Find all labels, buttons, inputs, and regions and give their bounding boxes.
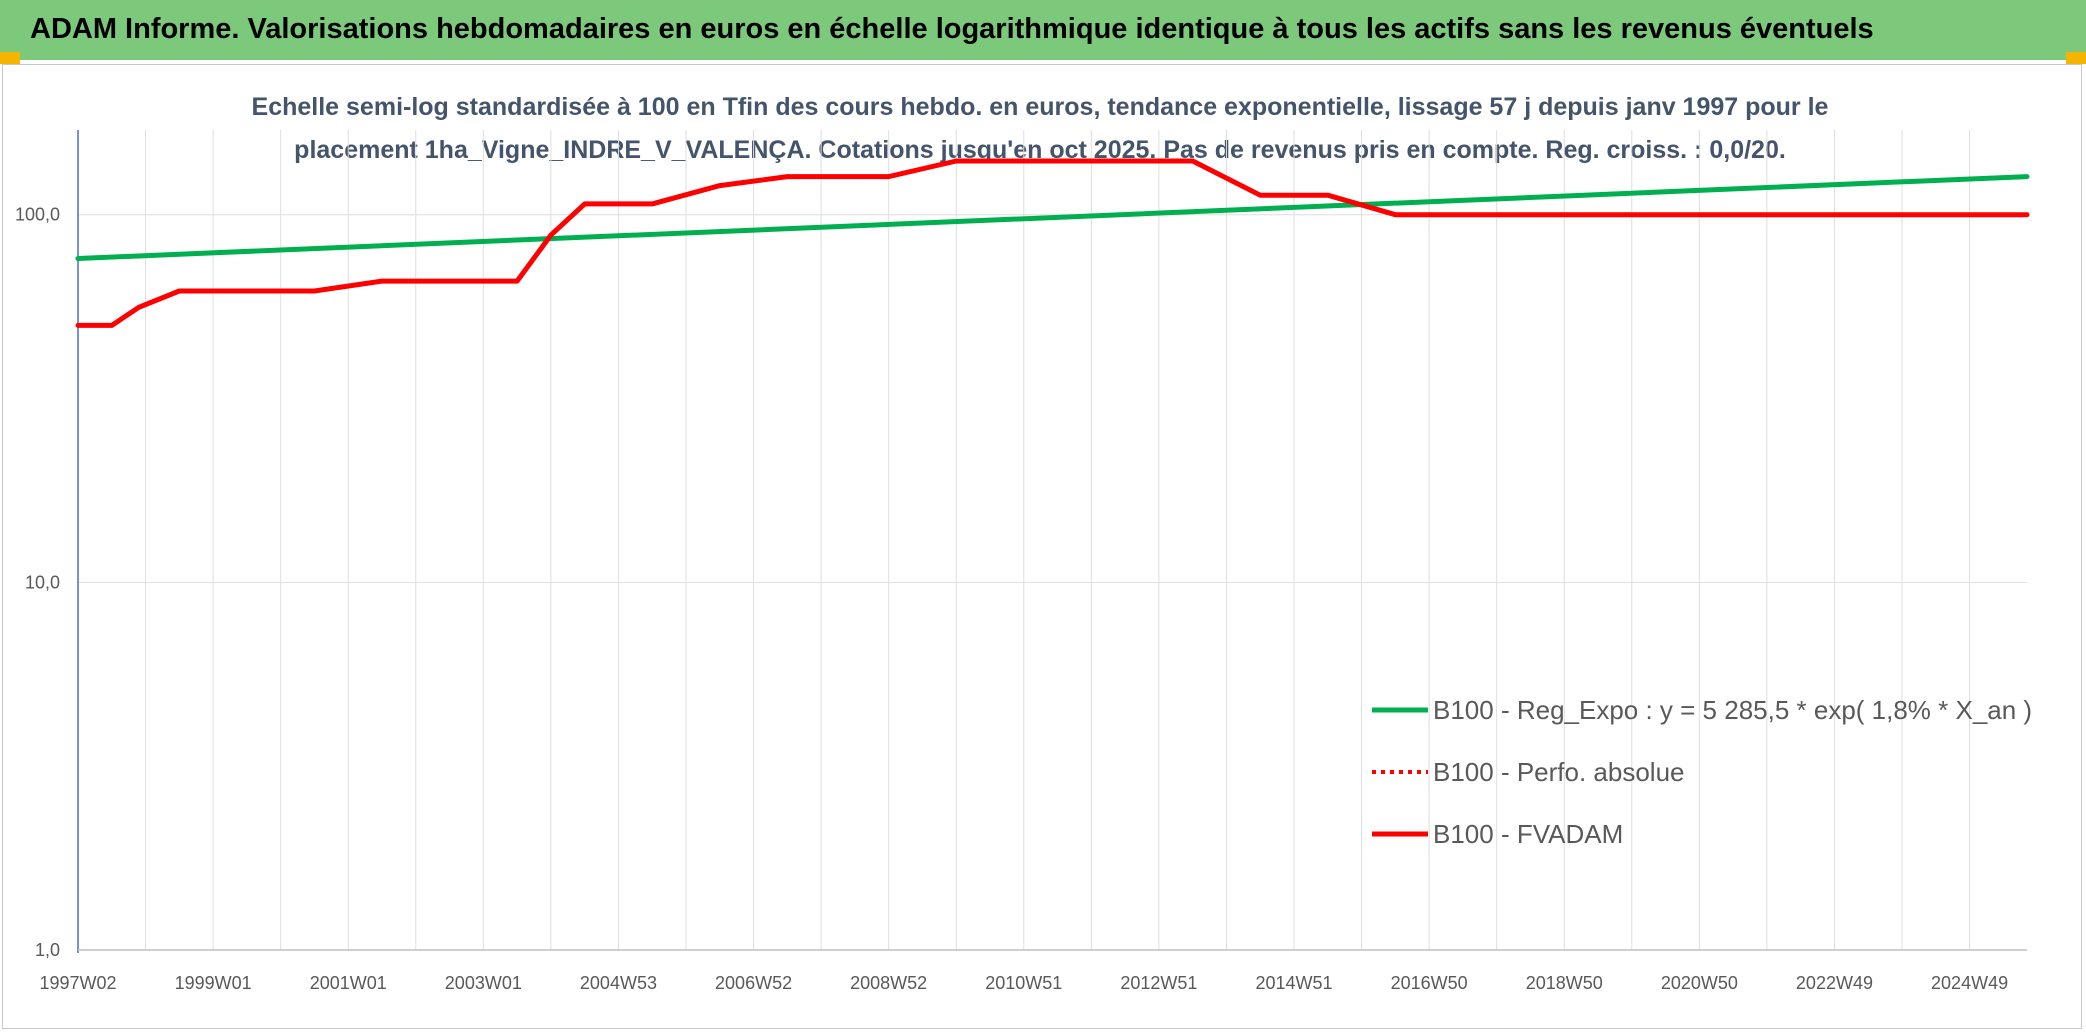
legend-label-3: B100 - FVADAM bbox=[1433, 819, 1623, 849]
grid-lines bbox=[77, 130, 2027, 951]
x-tick-label: 2018W50 bbox=[1526, 973, 1603, 993]
x-tick-label: 2001W01 bbox=[310, 973, 387, 993]
x-tick-label: 2003W01 bbox=[445, 973, 522, 993]
x-tick-label: 2016W50 bbox=[1391, 973, 1468, 993]
x-tick-label: 2014W51 bbox=[1255, 973, 1332, 993]
x-tick-label: 2008W52 bbox=[850, 973, 927, 993]
x-tick-label: 2022W49 bbox=[1796, 973, 1873, 993]
y-tick-label: 100,0 bbox=[15, 205, 60, 225]
chart-frame bbox=[2, 64, 2082, 1029]
series-line-1 bbox=[75, 174, 2030, 261]
x-tick-label: 2010W51 bbox=[985, 973, 1062, 993]
legend-label-1: B100 - Reg_Expo : y = 5 285,5 * exp( 1,8… bbox=[1433, 695, 2032, 725]
y-tick-label: 1,0 bbox=[35, 940, 60, 960]
x-tick-label: 1997W02 bbox=[39, 973, 116, 993]
series-line-3 bbox=[75, 158, 2030, 328]
x-tick-label: 2006W52 bbox=[715, 973, 792, 993]
x-tick-label: 2004W53 bbox=[580, 973, 657, 993]
x-tick-label: 1999W01 bbox=[175, 973, 252, 993]
axes bbox=[77, 130, 2027, 953]
series-lines bbox=[75, 158, 2030, 328]
legend-label-2: B100 - Perfo. absolue bbox=[1433, 757, 1685, 787]
legend: B100 - Reg_Expo : y = 5 285,5 * exp( 1,8… bbox=[1372, 695, 2032, 849]
corner-mark-left bbox=[0, 52, 20, 64]
corner-mark-right bbox=[2066, 52, 2086, 64]
x-tick-label: 2012W51 bbox=[1120, 973, 1197, 993]
chart-title-line-1: Echelle semi-log standardisée à 100 en T… bbox=[252, 93, 1829, 121]
x-tick-label: 2024W49 bbox=[1931, 973, 2008, 993]
report-title: ADAM Informe. Valorisations hebdomadaire… bbox=[30, 13, 1874, 45]
y-tick-label: 10,0 bbox=[25, 572, 60, 592]
x-tick-label: 2020W50 bbox=[1661, 973, 1738, 993]
tick-labels: 1,0 10,0 100,0 1997W02 1999W01 2001W01 2003W01… bbox=[15, 205, 2008, 993]
report-banner: ADAM Informe. Valorisations hebdomadaire… bbox=[0, 0, 2086, 60]
